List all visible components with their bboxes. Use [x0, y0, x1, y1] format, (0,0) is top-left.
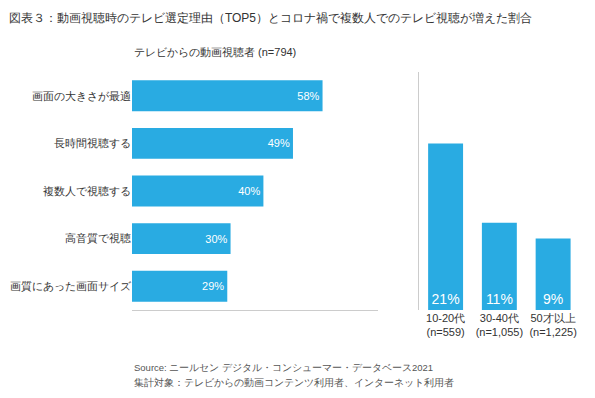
svg-text:長時間視聴する: 長時間視聴する	[54, 137, 131, 150]
svg-text:複数人で視聴する: 複数人で視聴する	[43, 185, 131, 198]
svg-text:図表３：動画視聴時のテレビ選定理由（TOP5）とコロナ禍で複: 図表３：動画視聴時のテレビ選定理由（TOP5）とコロナ禍で複数人でのテレビ視聴が…	[9, 11, 532, 25]
svg-text:集計対象：テレビからの動画コンテンツ利用者、インターネット利: 集計対象：テレビからの動画コンテンツ利用者、インターネット利用者	[134, 377, 454, 388]
svg-text:11%: 11%	[486, 291, 513, 307]
svg-text:29%: 29%	[202, 280, 224, 292]
svg-text:30%: 30%	[205, 233, 227, 245]
svg-text:テレビからの動画視聴者 (n=794): テレビからの動画視聴者 (n=794)	[134, 46, 296, 58]
svg-text:9%: 9%	[543, 291, 563, 307]
svg-text:58%: 58%	[297, 90, 319, 102]
svg-text:21%: 21%	[432, 291, 460, 307]
svg-text:10-20代(n=559): 10-20代(n=559)	[426, 312, 465, 338]
svg-text:Source: ニールセン デジタル・コンシューマー・データ: Source: ニールセン デジタル・コンシューマー・データベース2021	[134, 362, 433, 373]
svg-text:30-40代(n=1,055): 30-40代(n=1,055)	[476, 312, 523, 338]
svg-text:画面の大きさが最適: 画面の大きさが最適	[32, 90, 131, 102]
svg-text:画質にあった画面サイズ: 画質にあった画面サイズ	[10, 280, 132, 292]
svg-text:50才以上(n=1,225): 50才以上(n=1,225)	[529, 312, 576, 338]
svg-text:高音質で視聴: 高音質で視聴	[65, 232, 131, 244]
svg-text:40%: 40%	[238, 185, 260, 197]
svg-text:49%: 49%	[268, 137, 290, 149]
